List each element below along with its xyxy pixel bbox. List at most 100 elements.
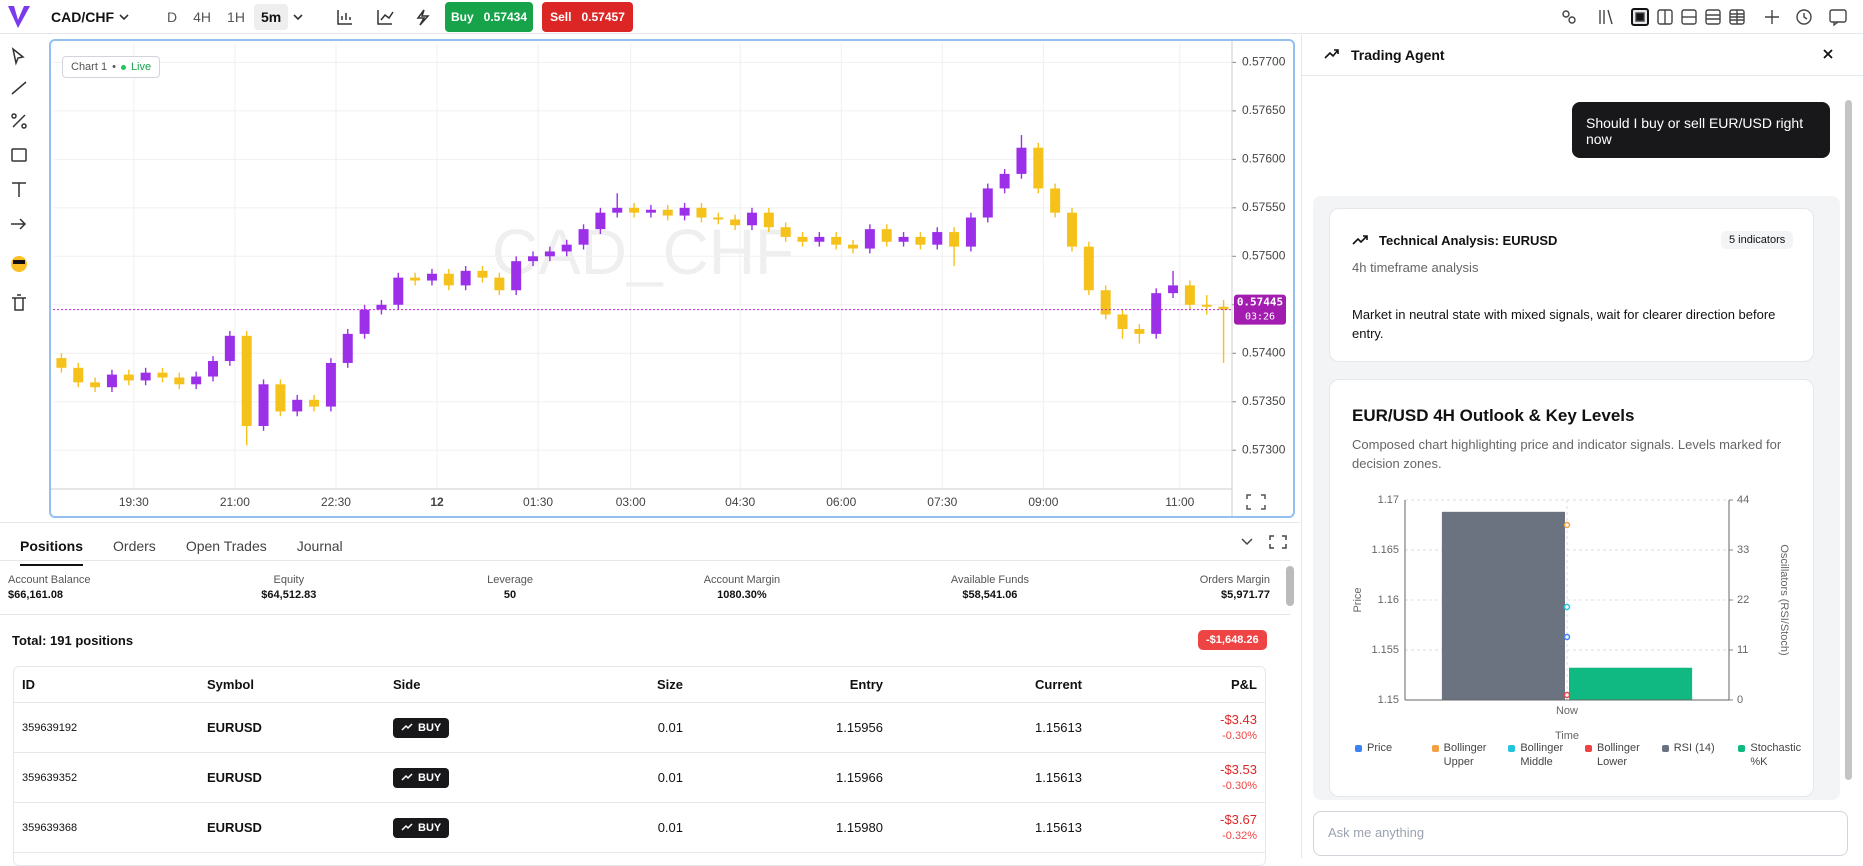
symbol: EURUSD — [207, 770, 262, 785]
candle-body — [780, 227, 791, 237]
close-button[interactable] — [1822, 48, 1834, 60]
side-badge: BUY — [393, 817, 450, 838]
panel-controls[interactable] — [1238, 534, 1288, 550]
expand-button[interactable] — [1246, 494, 1266, 510]
entry: 1.15980 — [836, 820, 883, 835]
sell-label: Sell — [550, 10, 572, 24]
y-tick-label: 0.57500 — [1242, 248, 1286, 262]
candle-body — [443, 273, 454, 286]
legend-item: Price — [1355, 741, 1422, 769]
side-label: BUY — [418, 721, 442, 734]
y-tick-label: 0.57400 — [1242, 345, 1286, 359]
candle-body — [1151, 293, 1162, 334]
analysis-summary: Market in neutral state with mixed signa… — [1352, 307, 1776, 341]
scrollbar — [1286, 566, 1294, 606]
candle-body — [629, 207, 640, 213]
sell-button[interactable]: Sell 0.57457 — [542, 2, 633, 32]
candle-body — [342, 333, 353, 363]
sell-price: 0.57457 — [581, 10, 625, 24]
candle-body — [224, 335, 235, 362]
position-id: 359639352 — [22, 771, 78, 784]
symbol[interactable]: CAD/CHF — [51, 9, 114, 25]
symbol: EURUSD — [207, 720, 262, 735]
timeframe[interactable]: D — [167, 9, 178, 25]
analysis-card: Technical Analysis: EURUSD 5 indicators … — [1329, 208, 1814, 362]
candle-body — [898, 236, 909, 242]
stat: Orders Margin $5,971.77 — [1200, 573, 1270, 603]
y2-tick-label: 44 — [1737, 494, 1749, 506]
column-header: Current — [1035, 677, 1082, 692]
stat-label: Equity — [273, 574, 305, 586]
countdown: 03:26 — [1245, 312, 1275, 323]
candle-body — [831, 236, 842, 245]
legend-swatch — [1355, 745, 1362, 752]
side-badge: BUY — [393, 767, 450, 788]
legend-label: RSI (14) — [1673, 742, 1715, 754]
price-chart[interactable]: CAD_CHF 19:30 21:00 22:30 12 01:30 03:00 04:30 0… — [49, 39, 1295, 518]
candle-body — [999, 173, 1010, 189]
candle-body — [1168, 285, 1179, 294]
pnl: -$3.43 -0.30% — [1082, 712, 1257, 744]
candle-body — [713, 217, 724, 220]
logo[interactable] — [6, 4, 32, 30]
entry: 1.15956 — [836, 720, 883, 735]
chart-subtitle: Composed chart highlighting price and in… — [1352, 437, 1782, 471]
x-tick-label: 19:30 — [119, 495, 149, 509]
y-tick-label: 0.57300 — [1242, 442, 1286, 456]
candle-body — [460, 270, 471, 286]
bar — [1569, 667, 1693, 700]
chevron[interactable] — [118, 12, 130, 22]
account-stats: Account Balance $66,161.08 Equity $64,512.8… — [8, 573, 1270, 603]
candle-body — [528, 256, 539, 262]
chart-tools[interactable] — [336, 8, 446, 26]
chevron[interactable] — [292, 12, 304, 22]
tab: Journal — [296, 538, 343, 554]
legend-item: Stochastic %K — [1738, 741, 1805, 769]
layout-tools[interactable] — [1558, 7, 1858, 27]
pnl-percent: -0.32% — [1222, 829, 1257, 842]
pnl-amount: -$3.53 — [1220, 761, 1257, 777]
candle-body — [932, 232, 943, 245]
drawing-tools[interactable] — [8, 46, 32, 316]
legend-label: Bollinger Upper — [1443, 742, 1487, 768]
stat: Account Balance $66,161.08 — [8, 573, 91, 603]
candle-body — [410, 277, 421, 281]
legend-label: Bollinger Middle — [1520, 742, 1564, 768]
candle-body — [561, 244, 572, 252]
pnl: -$3.53 -0.30% — [1082, 762, 1257, 794]
buy-button[interactable]: Buy 0.57434 — [445, 2, 533, 32]
agent-icon — [1324, 49, 1339, 59]
timeframe[interactable]: 4H — [193, 9, 212, 25]
pnl-amount: -$3.43 — [1220, 711, 1257, 727]
side: BUY — [393, 817, 553, 838]
user-message: Should I buy or sell EUR/USD right now — [1572, 102, 1830, 158]
candle-body — [1050, 188, 1061, 213]
candle-body — [157, 372, 168, 378]
table-row: 359639192 EURUSD BUY 0.01 1.15956 1.15613 -$3.… — [14, 703, 1265, 753]
y2-tick-label: 22 — [1737, 594, 1749, 606]
chat-input[interactable]: Ask me anything — [1313, 811, 1848, 856]
legend-swatch — [1431, 745, 1439, 752]
pnl-percent: -0.30% — [1222, 779, 1257, 792]
candle-body — [915, 236, 926, 245]
legend-swatch — [1738, 745, 1746, 752]
legend-item: RSI (14) — [1661, 741, 1729, 769]
analysis-subtitle: 4h timeframe analysis — [1352, 260, 1479, 275]
timeframe[interactable]: 5m — [253, 4, 289, 30]
legend-swatch — [1585, 745, 1593, 752]
candle-body — [191, 376, 202, 385]
agent-title: Trading Agent — [1351, 47, 1445, 63]
legend-item: Bollinger Middle — [1508, 741, 1575, 769]
candle-body — [730, 219, 741, 226]
y-tick-label: 1.15 — [1378, 694, 1399, 706]
legend-item: Bollinger Upper — [1431, 741, 1499, 769]
side-badge: BUY — [393, 717, 450, 738]
candle-body — [595, 212, 606, 230]
column-header: Size — [656, 677, 683, 692]
candle-body — [309, 399, 320, 407]
x-tick-label: 21:00 — [220, 495, 250, 509]
candle-body — [1066, 212, 1077, 247]
candle-body — [965, 217, 976, 247]
timeframe[interactable]: 1H — [227, 9, 245, 25]
candle-body — [208, 361, 219, 377]
